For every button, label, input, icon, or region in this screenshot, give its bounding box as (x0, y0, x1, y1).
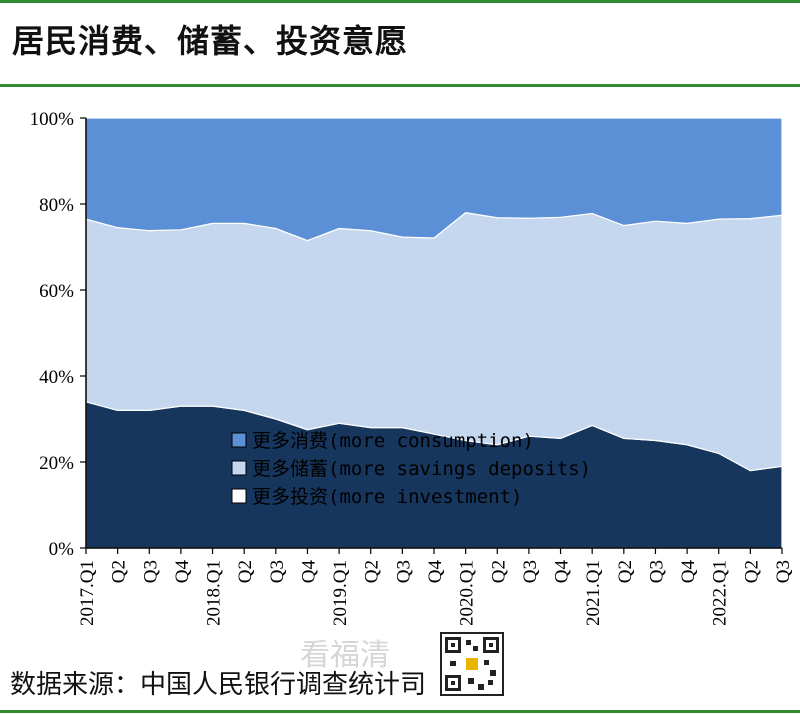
legend-entry: 更多消费(more consumption) (252, 430, 534, 452)
x-tick-label: Q4 (552, 560, 573, 584)
legend-swatch (231, 432, 247, 448)
x-tick-label: Q3 (140, 560, 161, 583)
page-title: 居民消费、储蓄、投资意愿 (12, 22, 409, 60)
y-tick-label: 20% (39, 453, 74, 474)
x-tick-label: Q2 (109, 560, 130, 583)
x-tick-label: Q4 (678, 560, 699, 584)
x-tick-label: Q2 (615, 560, 636, 583)
y-tick-label: 100% (30, 109, 75, 130)
chart: 0% 20% 40% 60% 80% 100% 2017.Q1 Q2 Q3 Q4 2018.Q1 Q2… (30, 109, 794, 625)
y-tick-label: 40% (39, 367, 74, 388)
x-tick-label: Q2 (488, 560, 509, 583)
x-tick-label: 2019.Q1 (330, 560, 351, 625)
x-tick-label: 2021.Q1 (583, 560, 604, 625)
series-area-2 (85, 117, 783, 242)
x-tick-label: Q2 (741, 560, 762, 583)
top-rule (0, 0, 800, 3)
y-tick-label: 0% (49, 539, 75, 560)
x-tick-label: Q2 (235, 560, 256, 583)
watermark: 看福清 (300, 638, 390, 673)
legend-swatch (231, 460, 247, 476)
x-tick-label: 2022.Q1 (710, 560, 731, 625)
y-tick-label: 60% (39, 281, 74, 302)
x-tick-label: 2018.Q1 (204, 560, 225, 625)
x-tick-label: Q3 (393, 560, 414, 583)
x-tick-label: Q2 (362, 560, 383, 583)
x-tick-label: Q4 (298, 560, 319, 584)
qr-code-icon (440, 632, 504, 696)
x-tick-label: 2020.Q1 (457, 560, 478, 625)
bottom-rule (0, 710, 800, 713)
x-tick-label: Q4 (425, 560, 446, 584)
x-tick-label: Q3 (773, 560, 794, 583)
data-source: 数据来源：中国人民银行调查统计司 (10, 670, 427, 700)
legend-swatch (231, 488, 247, 504)
legend-entry: 更多储蓄(more savings deposits) (252, 458, 591, 480)
x-tick-label: 2017.Q1 (77, 560, 98, 625)
legend-entry: 更多投资(more investment) (252, 486, 522, 508)
x-tick-label: Q4 (172, 560, 193, 584)
title-rule (0, 84, 800, 87)
y-tick-label: 80% (39, 195, 74, 216)
x-tick-label: Q3 (646, 560, 667, 583)
x-tick-label: Q3 (520, 560, 541, 583)
x-tick-label: Q3 (267, 560, 288, 583)
